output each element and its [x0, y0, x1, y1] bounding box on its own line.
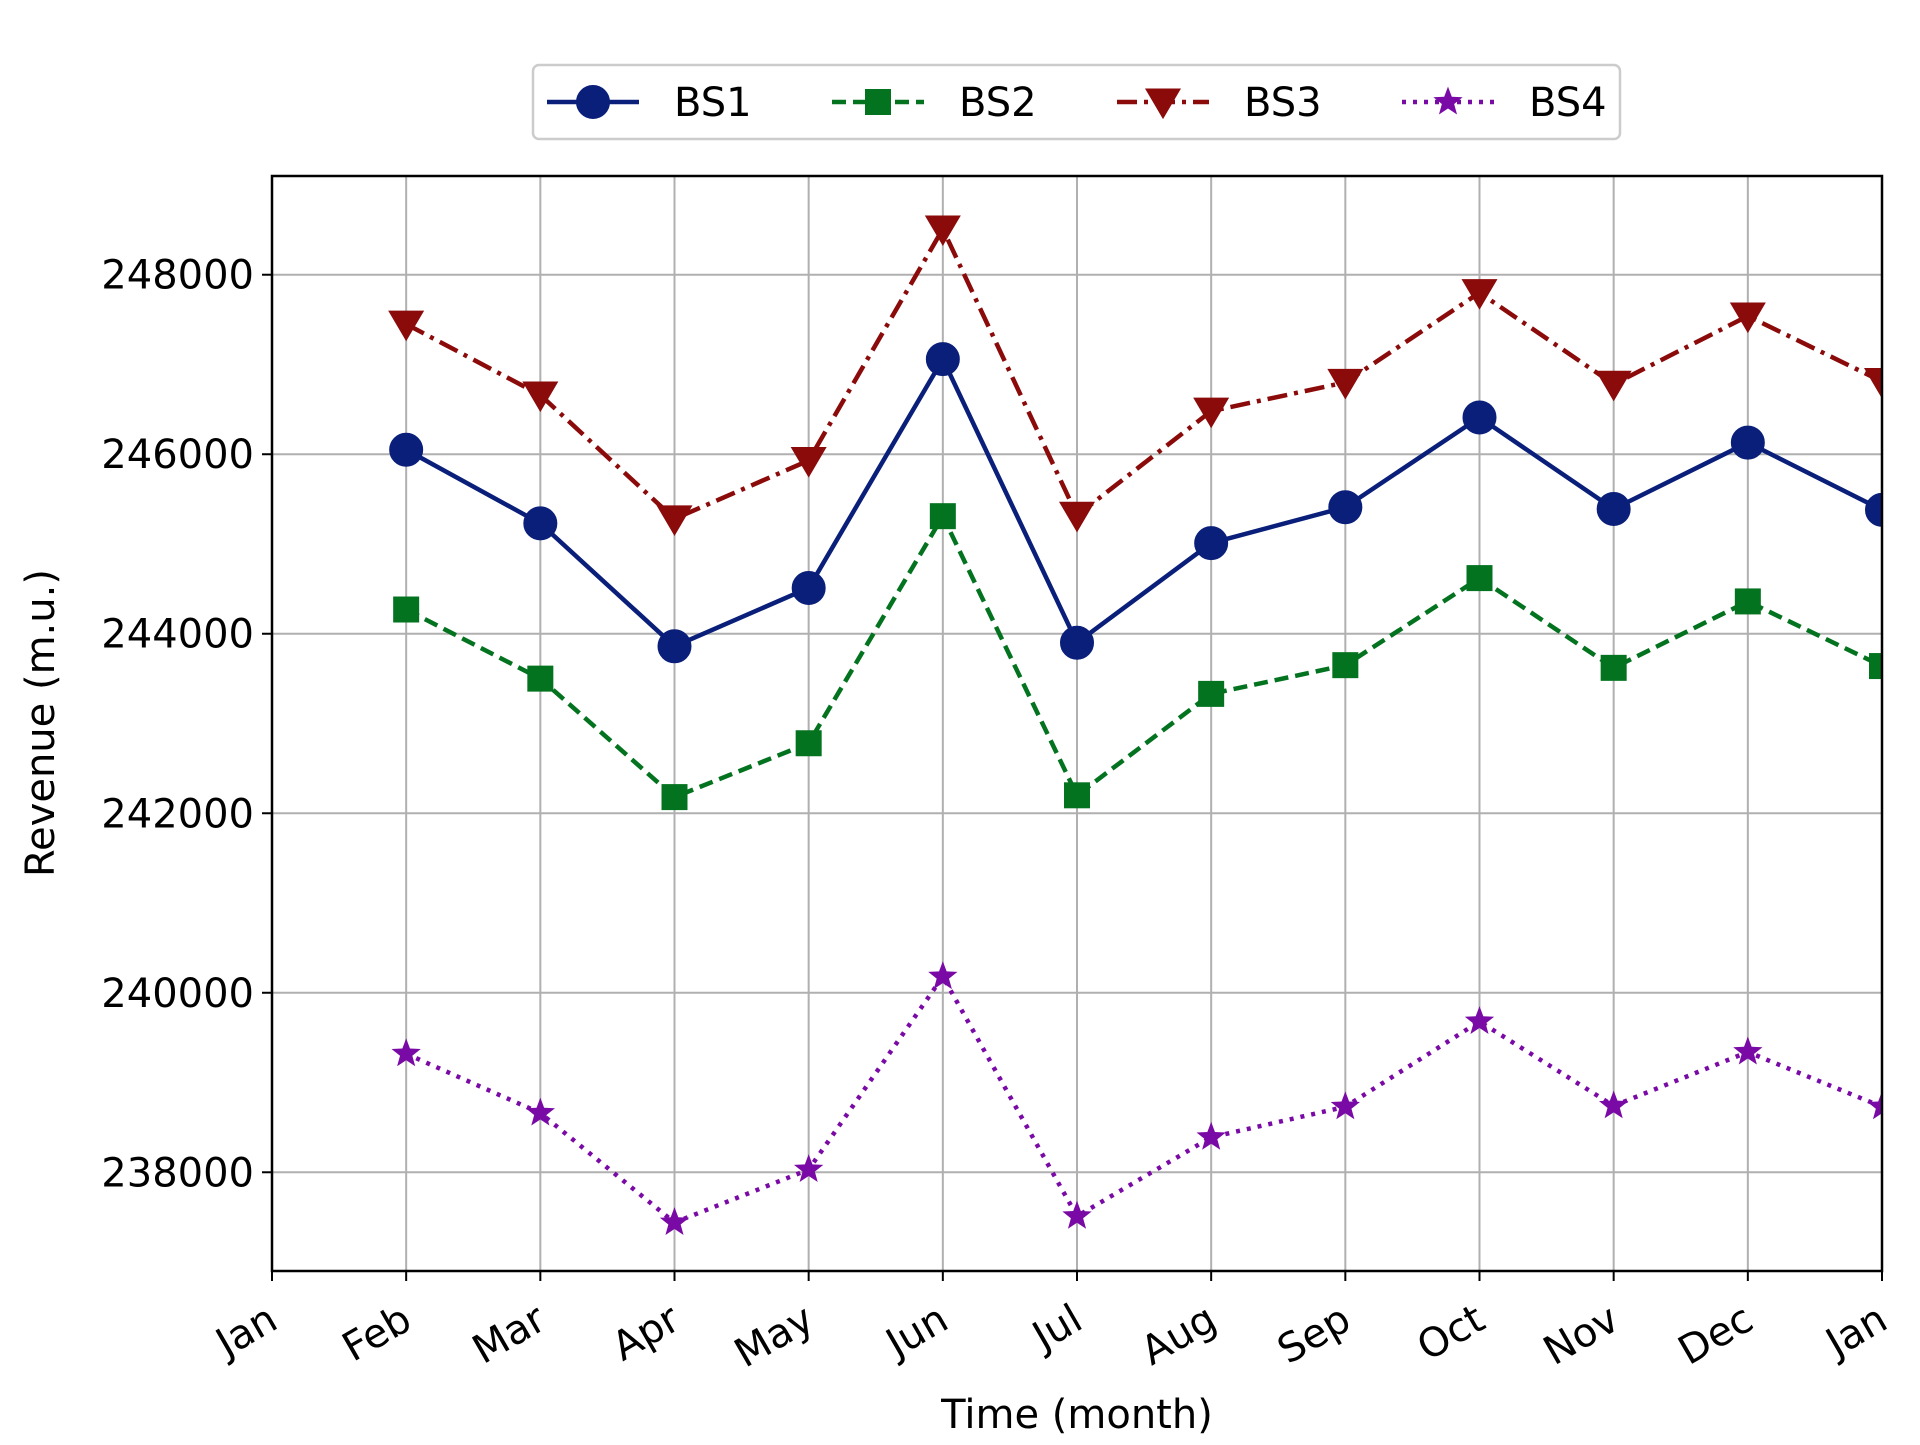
y-axis-label: Revenue (m.u.)	[18, 569, 64, 877]
data-point	[1733, 1036, 1763, 1065]
data-point	[393, 596, 420, 623]
data-point	[1064, 782, 1090, 809]
x-tick-label: Apr	[605, 1296, 688, 1371]
legend-entry: BS4	[1402, 80, 1607, 126]
series-lines	[388, 215, 1882, 1235]
x-tick-label: Jan	[206, 1296, 285, 1368]
data-point	[1462, 400, 1497, 435]
legend-label: BS3	[1244, 80, 1322, 126]
data-point	[1464, 1006, 1495, 1034]
x-tick-label: May	[727, 1296, 822, 1377]
data-point	[1433, 86, 1463, 115]
data-point	[1466, 565, 1493, 592]
data-point	[659, 1207, 690, 1235]
data-point	[1461, 279, 1498, 310]
data-point	[1867, 1091, 1882, 1120]
legend-frame	[531, 63, 1622, 141]
data-point	[1734, 588, 1761, 615]
data-point	[576, 85, 610, 119]
data-point	[1062, 1200, 1092, 1229]
data-point	[525, 1097, 555, 1126]
data-point	[1198, 680, 1225, 707]
data-point	[925, 342, 960, 377]
data-point	[1145, 88, 1181, 120]
x-tick-label: Sep	[1270, 1296, 1358, 1374]
x-tick-label: Feb	[335, 1296, 419, 1371]
data-point	[1059, 501, 1095, 533]
legend-label: BS2	[959, 80, 1037, 126]
y-tick-label: 246000	[101, 432, 254, 478]
y-axis-ticks: 238000 240000 242000 244000 246000 248000	[101, 253, 272, 1196]
series-line	[405, 356, 1882, 649]
series-line	[405, 974, 1882, 1225]
x-tick-label: Aug	[1134, 1296, 1225, 1375]
grid-lines	[271, 176, 1883, 1271]
data-point	[1060, 625, 1094, 660]
x-tick-label: Jun	[876, 1296, 956, 1369]
series-line	[405, 513, 1882, 800]
y-tick-label: 248000	[101, 253, 254, 299]
legend-label: BS4	[1529, 80, 1607, 126]
data-point	[391, 1038, 421, 1067]
series-bs1	[389, 342, 1882, 664]
x-tick-label: Dec	[1671, 1296, 1761, 1375]
data-point	[1327, 368, 1364, 400]
series-bs3	[388, 215, 1882, 536]
data-point	[1330, 1091, 1360, 1120]
data-point	[657, 629, 692, 664]
series-line	[405, 226, 1882, 522]
x-tick-label: Jul	[1023, 1296, 1090, 1361]
data-point	[1599, 1090, 1629, 1119]
y-tick-label: 242000	[101, 791, 254, 837]
data-point	[527, 665, 554, 692]
data-point	[1596, 491, 1631, 526]
data-point	[1595, 370, 1632, 402]
data-point	[388, 310, 425, 342]
x-tick-label: Mar	[465, 1296, 554, 1374]
data-point	[1730, 425, 1765, 460]
data-point	[523, 506, 558, 541]
data-point	[1193, 397, 1230, 429]
x-tick-label: Oct	[1410, 1296, 1493, 1370]
data-point	[522, 381, 559, 413]
data-point	[1600, 654, 1627, 681]
data-point	[929, 503, 956, 530]
y-tick-label: 244000	[101, 612, 254, 658]
data-point	[795, 730, 822, 757]
data-point	[1194, 526, 1229, 561]
data-point	[794, 1154, 824, 1183]
legend: BS1 BS2 BS3 BS4	[531, 63, 1622, 141]
x-tick-label: Jan	[1816, 1296, 1895, 1368]
data-point	[1332, 652, 1359, 679]
data-point	[924, 215, 961, 247]
data-point	[865, 89, 891, 115]
data-point	[656, 505, 693, 536]
series-bs4	[391, 961, 1882, 1235]
x-tick-label: Nov	[1536, 1296, 1627, 1375]
data-point	[1865, 492, 1882, 527]
x-axis-ticks: Jan Feb Mar Apr May Jun Jul Aug Sep Oct Nov Dec Jan	[206, 1271, 1895, 1377]
legend-entry: BS2	[832, 80, 1037, 126]
y-tick-label: 238000	[101, 1150, 254, 1196]
data-point	[1196, 1121, 1226, 1150]
x-axis-label: Time (month)	[940, 1392, 1213, 1438]
series-bs2	[393, 503, 1882, 811]
data-point	[661, 784, 688, 811]
data-point	[1328, 490, 1363, 525]
legend-entry: BS3	[1117, 80, 1322, 126]
data-point	[928, 961, 958, 990]
legend-label: BS1	[674, 80, 752, 126]
y-tick-label: 240000	[101, 971, 254, 1017]
data-point	[1729, 302, 1766, 334]
legend-entry: BS1	[547, 80, 752, 126]
data-point	[791, 570, 826, 605]
data-point	[790, 447, 827, 478]
data-point	[389, 432, 424, 467]
data-point	[1864, 368, 1882, 399]
data-point	[1869, 653, 1882, 680]
